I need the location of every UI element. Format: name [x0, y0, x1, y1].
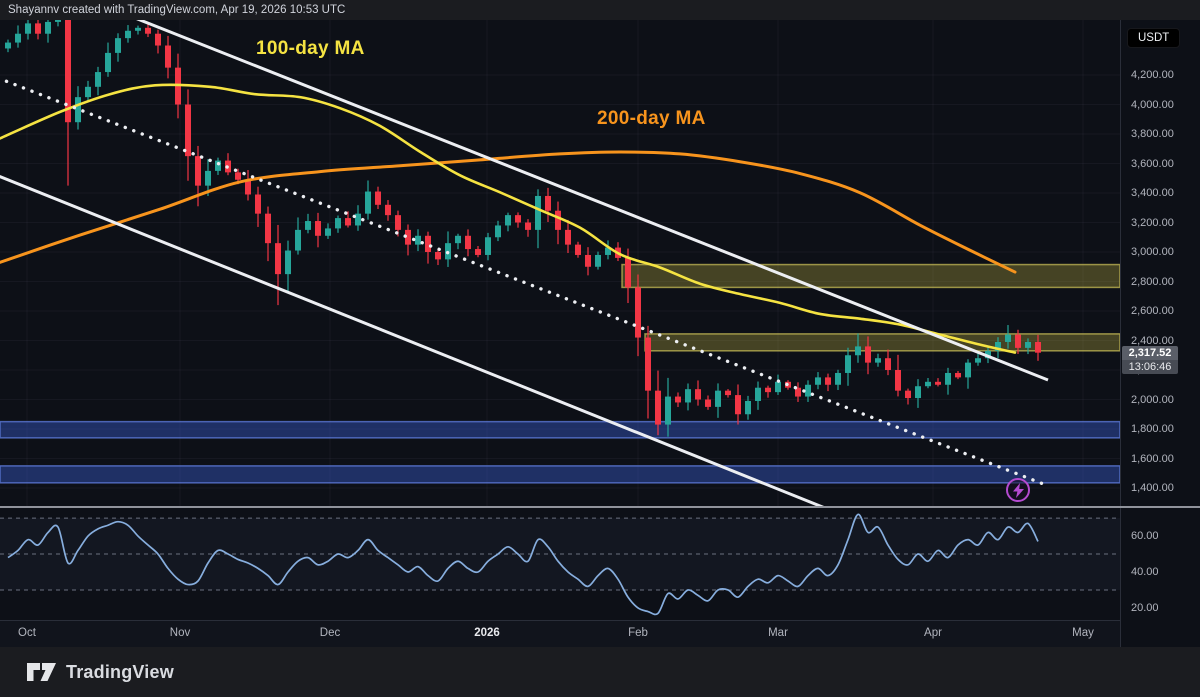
time-axis[interactable]: Oct Nov Dec 2026 Feb Mar Apr May: [0, 620, 1120, 647]
price-pane-background: [0, 20, 1120, 506]
price-tick-label: 3,800.00: [1131, 128, 1174, 140]
price-tick-label: 2,000.00: [1131, 393, 1174, 406]
rsi-indicator-canvas[interactable]: [0, 508, 1120, 620]
price-tick-label: 1,400.00: [1131, 482, 1174, 494]
ma200-label: 200-day MA: [597, 108, 706, 129]
time-tick-label-oct: Oct: [18, 627, 36, 639]
flash-drawing-icon[interactable]: [1006, 478, 1030, 502]
time-tick-label-feb: Feb: [628, 627, 648, 639]
time-tick-label-nov: Nov: [169, 627, 191, 639]
candlestick-series: [5, 20, 1041, 437]
rsi-line[interactable]: [7, 513, 1039, 616]
price-tick-label: 4,000.00: [1131, 98, 1174, 111]
time-tick-label-apr: Apr: [924, 627, 942, 639]
price-tick-label: 1,800.00: [1131, 423, 1174, 435]
tradingview-brand-text[interactable]: TradingView: [66, 661, 174, 682]
attribution-bar: Shayannv created with TradingView.com, A…: [0, 0, 1200, 20]
support-zone-lower[interactable]: [0, 465, 1120, 484]
time-tick-label-2026: 2026: [474, 627, 500, 639]
price-tick-label: 2,800.00: [1131, 275, 1174, 288]
price-tick-label: 4,200.00: [1131, 69, 1174, 82]
descending-channel-bottom[interactable]: [0, 174, 830, 506]
price-tick-label: 3,000.00: [1131, 246, 1174, 258]
rsi-tick-label: 40.00: [1131, 566, 1159, 578]
price-tick-label: 3,600.00: [1131, 157, 1174, 170]
bar-countdown: 13:06:46: [1122, 359, 1178, 374]
rsi-tick-label: 20.00: [1131, 601, 1159, 614]
currency-toggle-badge[interactable]: USDT: [1127, 28, 1181, 48]
time-tick-label-mar: Mar: [768, 627, 788, 639]
time-tick-label-may: May: [1072, 627, 1094, 639]
footer-bar: TradingView: [0, 647, 1200, 697]
pane-separator[interactable]: [0, 506, 1200, 508]
sr-zones: [0, 263, 1120, 484]
price-tick-label: 1,600.00: [1131, 452, 1174, 465]
descending-channel-top[interactable]: [130, 20, 1049, 382]
price-tick-label: 2,400.00: [1131, 334, 1174, 347]
last-price-badge: 2,317.52 13:06:46: [1122, 345, 1178, 374]
price-tick-label: 2,600.00: [1131, 305, 1174, 317]
attribution-text: Shayannv created with TradingView.com, A…: [8, 4, 346, 16]
breakdown-trendline[interactable]: [0, 76, 1048, 487]
time-tick-label-dec: Dec: [319, 627, 341, 639]
last-price-value: 2,317.52: [1122, 345, 1178, 360]
ma100-label: 100-day MA: [256, 38, 365, 59]
resistance-zone-lower[interactable]: [644, 333, 1120, 352]
rsi-tick-label: 60.00: [1131, 530, 1159, 543]
ma100-line[interactable]: [0, 83, 1017, 354]
tradingview-logo-icon[interactable]: [26, 660, 57, 684]
resistance-zone-upper[interactable]: [621, 263, 1120, 289]
grid-lines: [0, 20, 1120, 506]
lightning-bolt-icon: [1012, 482, 1024, 498]
support-zone-upper[interactable]: [0, 420, 1120, 439]
ma200-line[interactable]: [0, 150, 1017, 274]
price-chart-canvas[interactable]: [0, 20, 1120, 506]
price-tick-label: 3,200.00: [1131, 216, 1174, 229]
price-axis[interactable]: USDT 4,200.00 4,000.00 3,800.00 3,600.00 3,4…: [1120, 20, 1200, 647]
price-tick-label: 3,400.00: [1131, 187, 1174, 199]
